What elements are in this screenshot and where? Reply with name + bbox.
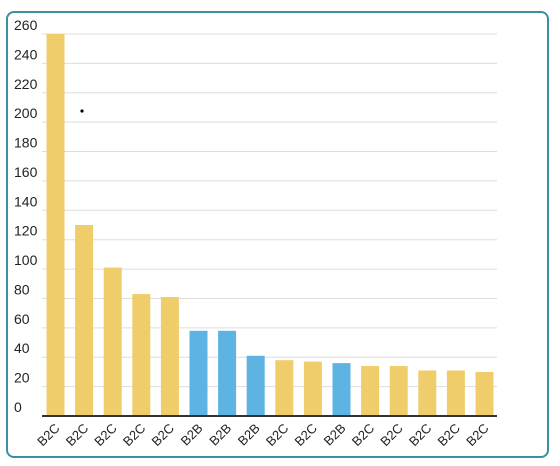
bar-8-b2b — [246, 355, 265, 416]
bar-9-b2c — [275, 360, 294, 416]
x-axis-labels: B2C B2C B2C B2C B2C B2B B2B B2B B2C B2C B2B B2C B2C B… — [34, 421, 491, 449]
x-tick-label: B2C — [292, 421, 320, 449]
y-tick-label: 80 — [14, 281, 30, 297]
x-tick-label: B2C — [377, 421, 405, 449]
x-tick-label: B2C — [463, 421, 491, 449]
bar-5-b2c — [160, 296, 179, 416]
y-tick-label: 240 — [14, 46, 38, 62]
x-tick-label: B2C — [349, 421, 377, 449]
bar-11-b2b — [332, 363, 351, 416]
bar-7-b2b — [218, 330, 237, 416]
bar-2-b2c — [75, 225, 94, 416]
x-tick-label: B2C — [263, 421, 291, 449]
x-tick-label: B2C — [63, 421, 91, 449]
bar-1-b2c — [46, 34, 65, 416]
bars — [46, 34, 494, 416]
bar-10-b2c — [303, 361, 322, 416]
y-tick-label: 40 — [14, 340, 30, 356]
y-axis-ticks: 0 20 40 60 80 100 120 140 160 180 200 220 240 260 — [14, 17, 38, 415]
y-tick-label: 120 — [14, 223, 38, 239]
x-tick-label: B2B — [206, 421, 234, 449]
bar-4-b2c — [132, 294, 151, 416]
y-tick-label: 0 — [14, 399, 22, 415]
y-tick-label: 60 — [14, 311, 30, 327]
x-tick-label: B2C — [91, 421, 119, 449]
stray-dot — [80, 109, 84, 113]
bar-15-b2c — [446, 370, 465, 416]
x-tick-label: B2C — [120, 421, 148, 449]
bar-16-b2c — [475, 371, 494, 416]
x-tick-label: B2B — [235, 421, 263, 449]
y-tick-label: 160 — [14, 164, 38, 180]
bar-3-b2c — [103, 267, 122, 416]
x-tick-label: B2C — [406, 421, 434, 449]
y-tick-label: 200 — [14, 105, 38, 121]
y-tick-label: 260 — [14, 17, 38, 33]
x-tick-label: B2C — [435, 421, 463, 449]
y-tick-label: 180 — [14, 135, 38, 151]
bar-13-b2c — [389, 366, 408, 416]
y-tick-label: 20 — [14, 370, 30, 386]
x-tick-label: B2B — [321, 421, 349, 449]
bar-6-b2b — [189, 330, 208, 416]
bar-14-b2c — [418, 370, 437, 416]
x-tick-label: B2C — [34, 421, 62, 449]
y-tick-label: 140 — [14, 193, 38, 209]
bar-12-b2c — [361, 366, 380, 416]
x-tick-label: B2C — [149, 421, 177, 449]
y-tick-label: 220 — [14, 76, 38, 92]
y-tick-label: 100 — [14, 252, 38, 268]
x-tick-label: B2B — [178, 421, 206, 449]
